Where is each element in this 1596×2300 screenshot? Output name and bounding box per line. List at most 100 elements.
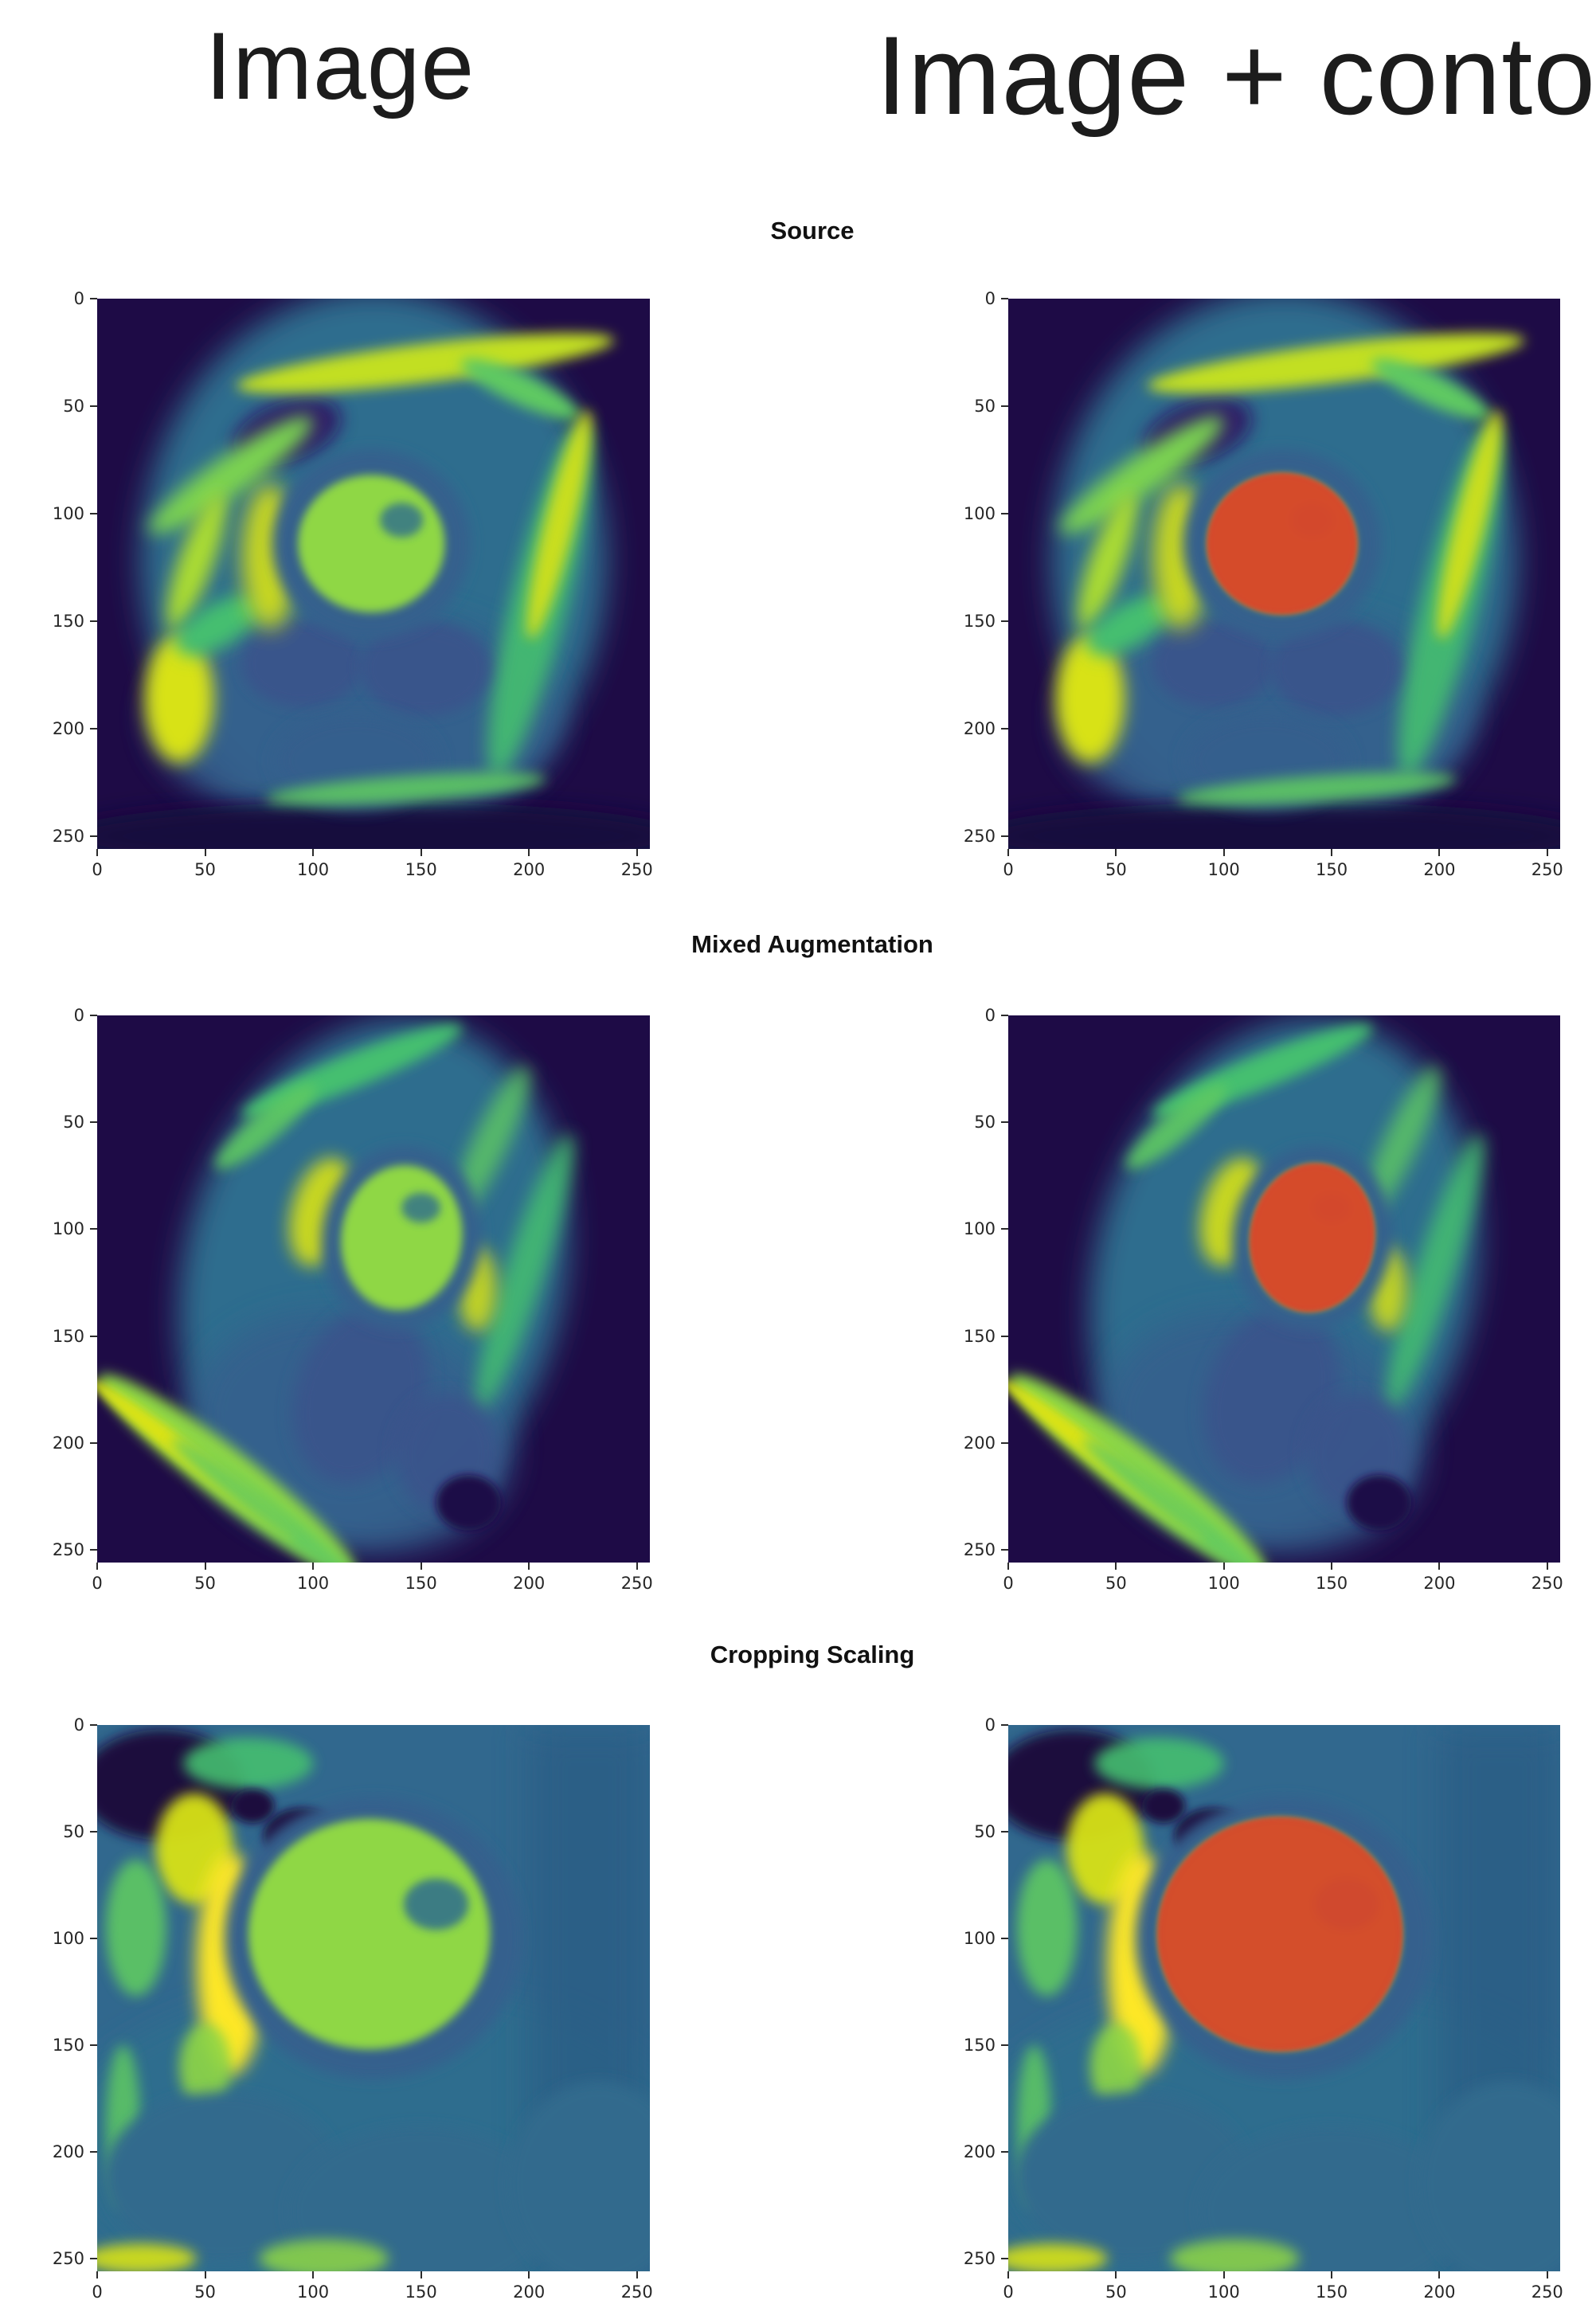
y-tick-label: 150 — [963, 611, 996, 631]
y-tick-label: 100 — [963, 503, 996, 523]
y-tick-mark — [90, 1228, 97, 1230]
x-tick-mark — [1546, 849, 1548, 856]
y-axis: 0 50 100 150 200 250 — [29, 1715, 84, 2271]
y-tick-mark — [1001, 405, 1008, 407]
y-tick-mark — [1001, 1015, 1008, 1016]
y-tick-mark — [1001, 2150, 1008, 2153]
x-tick-label: 250 — [620, 1574, 653, 1593]
y-tick-label: 200 — [963, 1433, 996, 1453]
x-tick-label: 50 — [1105, 860, 1127, 879]
x-axis: 0 50 100 150 200 250 — [92, 1574, 653, 1607]
y-tick-label: 50 — [63, 396, 84, 416]
x-tick-mark — [420, 2271, 422, 2278]
y-tick-label: 200 — [963, 718, 996, 738]
row-title-source: Source — [770, 217, 855, 244]
x-tick-label: 200 — [1423, 860, 1456, 879]
x-tick-label: 100 — [297, 1574, 330, 1593]
x-tick-mark — [1115, 1563, 1117, 1570]
x-tick-mark — [528, 849, 530, 856]
x-tick-label: 250 — [1531, 860, 1563, 879]
x-tick-label: 0 — [1003, 1574, 1014, 1593]
y-tick-mark — [90, 1937, 97, 1939]
x-tick-label: 0 — [92, 2282, 103, 2300]
x-tick-label: 150 — [1316, 1574, 1348, 1593]
mri-scan — [97, 299, 650, 849]
x-tick-mark — [1115, 849, 1117, 856]
x-tick-mark — [1222, 849, 1225, 856]
mri-scan-with-contour-overlay — [1008, 299, 1560, 849]
x-tick-mark — [312, 849, 315, 856]
subplot-source-image: 0 50 100 150 200 250 0 50 100 150 200 250 — [53, 289, 653, 879]
subplot-cropping-scaling-image-contour: 0 50 100 150 200 250 0 50 100 150 200 250 — [964, 1715, 1563, 2300]
y-tick-mark — [1001, 1937, 1008, 1939]
subplot-mixed-augmentation-image-contour: 0 50 100 150 200 250 0 50 100 150 200 250 — [964, 1006, 1563, 1593]
x-tick-label: 0 — [92, 1574, 103, 1593]
x-tick-mark — [1007, 2271, 1009, 2278]
mri-scan — [97, 1725, 650, 2271]
x-tick-mark — [96, 1563, 98, 1570]
y-tick-label: 200 — [52, 2142, 84, 2161]
x-tick-mark — [528, 2271, 530, 2278]
x-tick-label: 100 — [297, 2282, 330, 2300]
x-tick-label: 250 — [620, 860, 653, 879]
x-tick-mark — [1438, 849, 1441, 856]
mri-scan — [97, 1015, 650, 1563]
y-tick-label: 150 — [963, 2035, 996, 2055]
y-tick-mark — [1001, 727, 1008, 730]
mri-scan-with-contour-overlay — [1008, 1015, 1560, 1563]
y-tick-mark — [90, 1830, 97, 1833]
x-tick-label: 200 — [1423, 2282, 1456, 2300]
x-tick-label: 50 — [194, 1574, 216, 1593]
y-tick-label: 0 — [984, 1715, 996, 1735]
x-tick-label: 250 — [620, 2282, 653, 2300]
x-tick-label: 250 — [1531, 1574, 1563, 1593]
x-tick-label: 150 — [1316, 2282, 1348, 2300]
x-tick-label: 0 — [92, 860, 103, 879]
y-tick-mark — [1001, 1121, 1008, 1124]
x-tick-mark — [96, 2271, 98, 2278]
x-axis: 0 50 100 150 200 250 — [92, 2282, 653, 2300]
subplot-mixed-augmentation-image: 0 50 100 150 200 250 0 50 100 150 200 250 — [53, 1006, 653, 1593]
y-axis: 0 50 100 150 200 250 — [940, 1006, 996, 1563]
x-tick-label: 100 — [297, 860, 330, 879]
x-tick-mark — [1007, 849, 1009, 856]
y-tick-label: 50 — [974, 1821, 996, 1841]
y-tick-label: 100 — [963, 1928, 996, 1948]
y-tick-label: 250 — [52, 2248, 84, 2268]
x-tick-label: 250 — [1531, 2282, 1563, 2300]
y-tick-mark — [1001, 835, 1008, 837]
y-tick-label: 250 — [963, 826, 996, 846]
y-tick-mark — [90, 835, 97, 837]
y-tick-mark — [1001, 2044, 1008, 2046]
y-tick-label: 0 — [984, 289, 996, 308]
x-tick-label: 100 — [1207, 1574, 1240, 1593]
y-tick-mark — [1001, 620, 1008, 622]
y-tick-mark — [90, 512, 97, 514]
x-axis: 0 50 100 150 200 250 — [1003, 1574, 1563, 1607]
y-tick-mark — [1001, 1441, 1008, 1444]
mri-image-with-contour — [1001, 1015, 1560, 1570]
y-tick-label: 200 — [52, 1433, 84, 1453]
y-axis: 0 50 100 150 200 250 — [29, 1006, 84, 1563]
y-tick-mark — [90, 2257, 97, 2259]
x-tick-label: 50 — [194, 2282, 216, 2300]
y-tick-mark — [90, 1121, 97, 1124]
y-axis: 0 50 100 150 200 250 — [940, 289, 996, 849]
mri-scan-with-contour-overlay — [1008, 1725, 1560, 2271]
mri-image-with-contour — [1001, 1724, 1560, 2278]
y-axis: 0 50 100 150 200 250 — [29, 289, 84, 849]
x-tick-label: 150 — [405, 1574, 437, 1593]
y-tick-mark — [90, 1548, 97, 1551]
y-tick-label: 100 — [52, 1219, 84, 1239]
x-tick-label: 100 — [1207, 860, 1240, 879]
y-tick-label: 100 — [52, 503, 84, 523]
y-tick-mark — [90, 298, 97, 299]
y-tick-label: 0 — [73, 1715, 84, 1735]
y-tick-mark — [90, 1724, 97, 1726]
y-tick-mark — [90, 405, 97, 407]
x-tick-mark — [1222, 1563, 1225, 1570]
x-tick-mark — [636, 849, 638, 856]
y-tick-mark — [1001, 1830, 1008, 1833]
x-tick-mark — [528, 1563, 530, 1570]
